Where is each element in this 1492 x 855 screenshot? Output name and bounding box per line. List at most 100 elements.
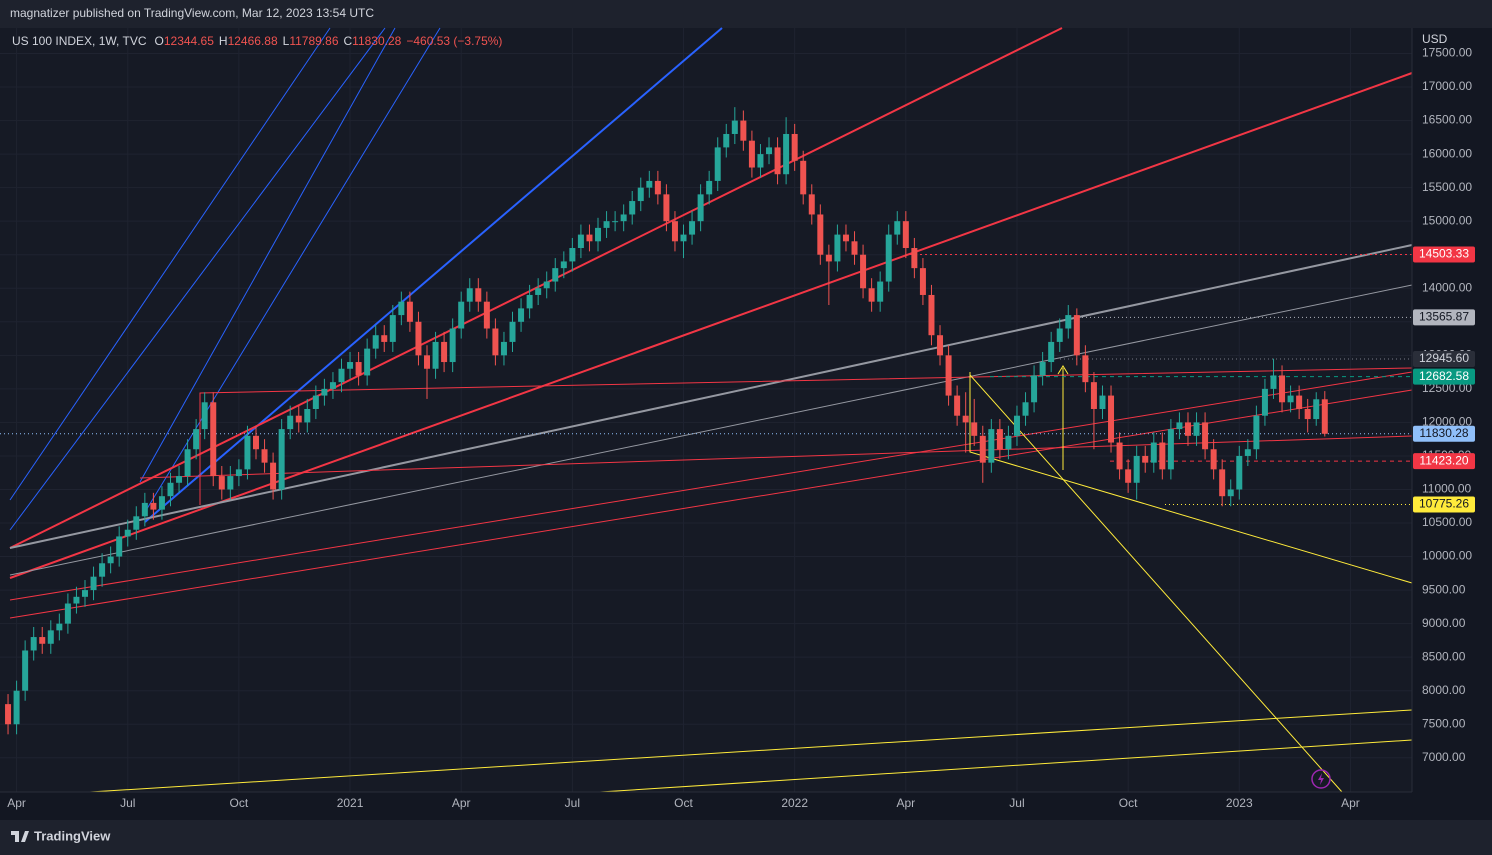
candle-body [825,254,832,262]
x-tick-label: 2023 [1226,796,1253,810]
candle-body [355,362,362,376]
candle-body [1082,355,1089,383]
price-label: 13565.87 [1419,310,1469,324]
candle-body [1013,415,1020,436]
trend-line [9,284,1413,576]
candle-body [201,402,208,430]
candle-body [979,435,986,463]
candle-body [150,502,157,510]
candle-body [424,355,431,369]
candle-body [740,120,747,141]
candle-body [458,301,465,329]
legend-value: 11789.86 [289,34,338,48]
candle-body [1056,328,1063,342]
candle-body [766,147,773,155]
y-tick-label: 17000.00 [1422,79,1472,93]
x-tick-label: 2022 [781,796,808,810]
candle-body [577,234,584,249]
candle-body [483,301,490,329]
price-label-box [1413,453,1475,470]
candle-body [1065,315,1072,329]
candle-body [543,281,550,289]
candle-body [475,288,482,302]
trend-line [9,27,331,501]
candle-body [73,596,80,604]
x-tick-label: Apr [7,796,26,810]
candle-body [911,248,918,269]
candle-body [620,214,627,222]
candle-body [372,335,379,349]
candle-body [988,429,995,463]
y-tick-label: 16000.00 [1422,146,1472,160]
candle-body [441,341,448,363]
candle-body [971,422,978,436]
candle-body [252,435,259,450]
candle-body [432,341,439,369]
candle-body [398,301,405,316]
candle-body [1236,455,1243,490]
candle-body [364,348,371,376]
y-tick-label: 7000.00 [1422,750,1466,764]
candle-body [278,429,285,490]
trend-line [9,27,386,531]
x-tick-label: 2021 [337,796,364,810]
candle-body [569,248,576,262]
candle-body [81,590,88,597]
candle-body [783,133,790,175]
candle-body [800,160,807,195]
candle-body [1313,399,1320,420]
legend-value: 12344.65 [164,34,214,48]
candle-body [1090,382,1097,409]
candle-body [141,502,148,517]
currency: USD [1422,32,1448,46]
candle-body [1227,489,1234,497]
price-label: 11830.28 [1419,426,1468,440]
candles [5,107,1328,735]
trend-line [139,27,396,483]
x-tick-label: Oct [1119,796,1138,810]
candle-body [1304,408,1311,420]
candle-body [509,321,516,342]
candle-body [518,308,525,322]
candle-body [312,395,319,409]
candle-body [791,133,798,161]
candle-body [1073,315,1080,356]
price-label: 12682.58 [1419,369,1469,383]
candle-body [868,288,875,302]
candle-body [996,429,1003,450]
candle-body [885,234,892,282]
candle-body [304,408,311,423]
candle-body [415,321,422,356]
candle-body [851,241,858,255]
trend-line [599,739,1413,793]
y-tick-label: 8000.00 [1422,683,1466,697]
candle-body [603,221,610,228]
x-tick-label: Apr [896,796,915,810]
candle-body [646,180,653,188]
alert-icon[interactable] [1311,769,1331,789]
trend-line [969,372,1413,584]
candle-body [1321,399,1328,434]
legend-value: 11830.28 [352,34,401,48]
candle-body [1142,455,1149,463]
candle-body [697,194,704,222]
arrow-head [1057,365,1069,375]
x-tick-label: Oct [674,796,693,810]
candle-body [954,395,961,416]
candle-body [834,234,841,262]
candle-body [329,382,336,389]
candle-body [663,194,670,222]
trend-line [9,371,1413,601]
candle-body [902,221,909,249]
candle-body [22,650,29,691]
candle-body [1261,388,1268,416]
candle-body [1022,402,1029,416]
logo-mark [11,831,29,842]
y-tick-label: 11000.00 [1422,482,1471,496]
price-axis [1412,28,1492,820]
price-label-box [1413,425,1475,442]
grid [0,28,1412,792]
alert-bolt [1318,773,1324,785]
legend-key: O [155,34,164,48]
header-bar [0,0,1492,28]
